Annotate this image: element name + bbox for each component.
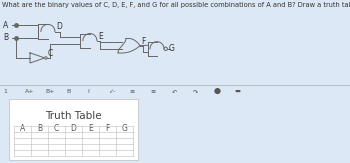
Text: ≡: ≡ bbox=[130, 89, 135, 94]
Text: D: D bbox=[56, 22, 62, 31]
Text: ▬: ▬ bbox=[234, 89, 240, 94]
Text: B: B bbox=[37, 124, 42, 133]
Text: E: E bbox=[88, 124, 93, 133]
Text: F: F bbox=[105, 124, 110, 133]
Text: F: F bbox=[141, 37, 145, 46]
Text: A: A bbox=[20, 124, 25, 133]
Text: E: E bbox=[98, 32, 103, 41]
FancyBboxPatch shape bbox=[9, 99, 138, 160]
Text: 1: 1 bbox=[4, 89, 7, 94]
Text: ↶: ↶ bbox=[172, 89, 177, 94]
Text: Truth Table: Truth Table bbox=[45, 111, 102, 121]
Text: B: B bbox=[66, 89, 71, 94]
Text: C: C bbox=[54, 124, 59, 133]
Text: ⬤: ⬤ bbox=[214, 88, 220, 94]
Text: ≡: ≡ bbox=[150, 89, 156, 94]
Text: ✓-: ✓- bbox=[108, 89, 116, 94]
Text: G: G bbox=[121, 124, 127, 133]
Text: A: A bbox=[3, 21, 8, 30]
Text: B+: B+ bbox=[46, 89, 55, 94]
Text: ↷: ↷ bbox=[193, 89, 198, 94]
Text: C: C bbox=[48, 49, 53, 58]
Text: D: D bbox=[71, 124, 76, 133]
Text: A+: A+ bbox=[25, 89, 34, 94]
Text: I: I bbox=[88, 89, 89, 94]
Text: B: B bbox=[3, 33, 8, 42]
Text: G: G bbox=[168, 44, 174, 53]
Text: What are the binary values of C, D, E, F, and G for all possible combinations of: What are the binary values of C, D, E, F… bbox=[2, 2, 350, 8]
